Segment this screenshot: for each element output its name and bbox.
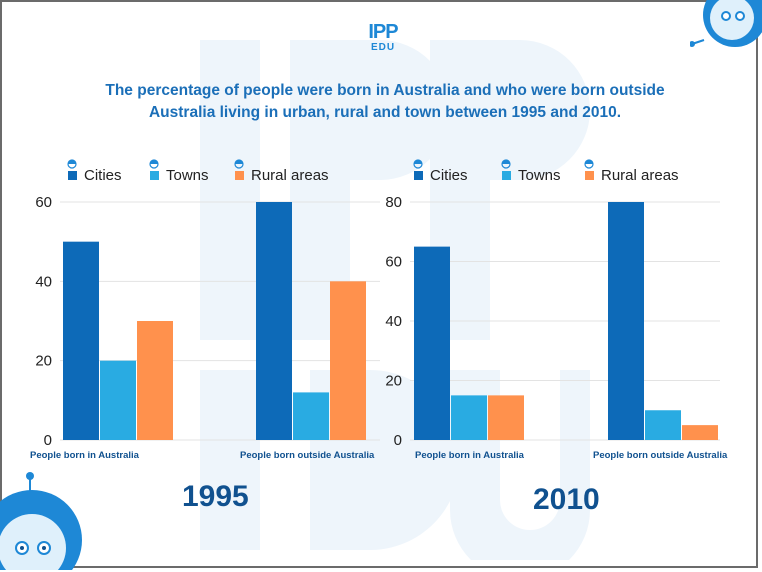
legend-label: Rural areas [601,167,679,184]
legend-person-icon [67,159,77,169]
legend-label: Rural areas [251,167,329,184]
logo-subtext: EDU [370,42,396,53]
legend-person-icon [413,159,423,169]
legend-person-icon [501,159,511,169]
legend-person-icon [149,159,159,169]
x-category-label: People born in Australia [30,450,140,461]
legend-label: Cities [84,167,122,184]
y-tick-label: 80 [385,194,402,211]
mascot-bottom-left [0,472,82,570]
bar-rural-areas [137,321,173,440]
bar-towns [451,395,487,440]
chart-1995: Cities Towns Rural areas 0 20 40 60 People born… [30,159,380,461]
logo-text: IPP [368,21,398,43]
y-tick-label: 40 [385,313,402,330]
legend-swatch [235,171,244,180]
year-label-2010: 2010 [533,483,600,516]
bar-cities [63,241,99,440]
bar-towns [100,360,136,440]
bar-rural-areas [682,425,718,440]
bar-rural-areas [330,281,366,440]
legend-person-icon [234,159,244,169]
legend-person-icon [584,159,594,169]
legend-swatch [585,171,594,180]
legend-swatch [150,171,159,180]
y-tick-label: 20 [385,373,402,390]
y-tick-label: 40 [35,273,52,290]
y-tick-label: 20 [35,353,52,370]
legend-label: Cities [430,167,468,184]
y-tick-label: 60 [385,254,402,271]
legend-label: Towns [518,167,561,184]
bar-towns [293,392,329,440]
x-category-label: People born outside Australia [240,450,375,461]
legend-swatch [68,171,77,180]
y-tick-label: 60 [35,194,52,211]
bar-cities [608,202,644,440]
x-category-label: People born outside Australia [593,450,728,461]
bar-cities [414,246,450,440]
legend-swatch [414,171,423,180]
bar-towns [645,410,681,440]
bar-rural-areas [488,395,524,440]
mascot-top-right [690,0,762,47]
y-tick-label: 0 [44,432,52,449]
chart-2010: Cities Towns Rural areas 0 20 40 60 80 People bo… [385,159,728,461]
bar-cities [256,202,292,440]
legend-swatch [502,171,511,180]
legend-label: Towns [166,167,209,184]
year-label-1995: 1995 [182,480,249,513]
y-tick-label: 0 [394,432,402,449]
x-category-label: People born in Australia [415,450,525,461]
brand-logo: IPP EDU [363,22,403,54]
chart-title: The percentage of people were born in Au… [105,82,665,121]
